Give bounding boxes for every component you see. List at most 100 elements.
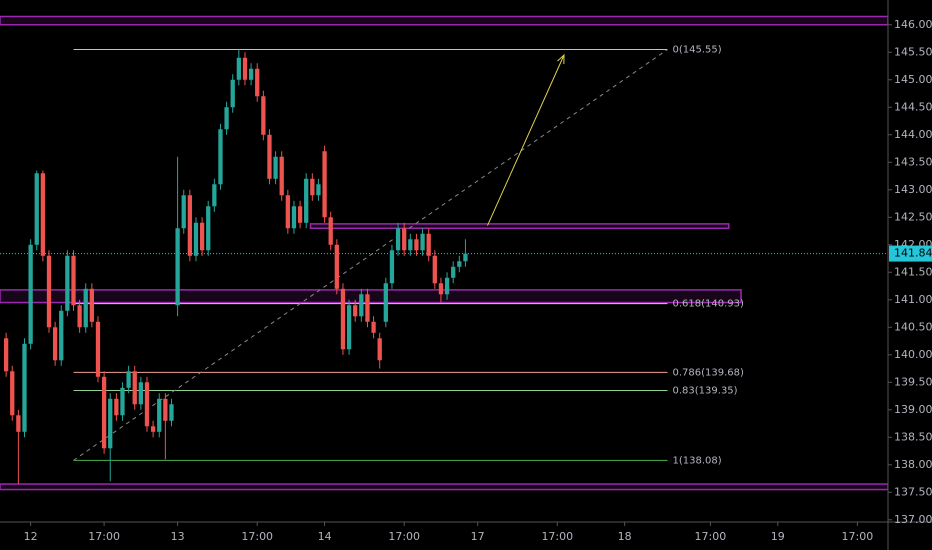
candle-body bbox=[212, 184, 217, 207]
candle-body bbox=[206, 206, 211, 251]
y-tick-label: 138.50 bbox=[894, 430, 932, 443]
x-tick-label: 18 bbox=[618, 530, 632, 543]
candle-body bbox=[77, 305, 82, 328]
fib-label: 0.786(139.68) bbox=[673, 367, 745, 378]
candle-body bbox=[371, 321, 376, 333]
y-tick-label: 146.00 bbox=[894, 18, 932, 31]
candle-body bbox=[267, 134, 272, 179]
fib-label: 0.83(139.35) bbox=[673, 386, 738, 397]
y-tick-label: 145.00 bbox=[894, 73, 932, 86]
y-tick-label: 142.50 bbox=[894, 210, 932, 223]
last-price-box bbox=[889, 245, 932, 262]
candle-body bbox=[138, 382, 143, 405]
candle-body bbox=[383, 283, 388, 322]
trend-line bbox=[73, 49, 668, 461]
candle-body bbox=[114, 398, 119, 416]
x-tick-label: 17:00 bbox=[541, 530, 573, 543]
candle-body bbox=[242, 57, 248, 80]
candle-body bbox=[187, 195, 192, 256]
y-tick-label: 137.00 bbox=[894, 513, 932, 526]
y-tick-label: 144.00 bbox=[894, 128, 932, 141]
candle-body bbox=[444, 277, 450, 295]
candle-body bbox=[40, 173, 46, 256]
candle-body bbox=[224, 107, 229, 130]
candle-body bbox=[328, 217, 333, 245]
candle-body bbox=[71, 255, 76, 306]
candle-body bbox=[175, 228, 180, 306]
candle-body bbox=[261, 96, 266, 135]
candle-body bbox=[346, 305, 352, 350]
candle-body bbox=[285, 195, 290, 229]
candle-body bbox=[340, 288, 346, 350]
candle-body bbox=[59, 310, 64, 361]
candle-body bbox=[218, 129, 223, 185]
y-tick-label: 138.00 bbox=[894, 458, 932, 471]
x-tick-label: 19 bbox=[771, 530, 785, 543]
candle-body bbox=[389, 250, 395, 284]
candle-body bbox=[255, 68, 260, 97]
candle-body bbox=[414, 239, 419, 251]
candle-body bbox=[395, 228, 401, 251]
candle-body bbox=[101, 376, 107, 449]
candle-body bbox=[126, 371, 131, 388]
candle-body bbox=[157, 398, 162, 432]
y-tick-label: 140.50 bbox=[894, 320, 932, 333]
candle-body bbox=[3, 338, 9, 372]
y-tick-label: 143.50 bbox=[894, 155, 932, 168]
candle-body bbox=[199, 222, 205, 251]
x-tick-label: 17:00 bbox=[695, 530, 727, 543]
y-tick-label: 140.00 bbox=[894, 348, 932, 361]
candle-body bbox=[120, 387, 125, 416]
candle-body bbox=[65, 255, 70, 311]
candle-body bbox=[432, 255, 437, 284]
candle-body bbox=[108, 398, 113, 449]
candle-body bbox=[426, 233, 431, 256]
x-tick-label: 12 bbox=[24, 530, 38, 543]
candle-body bbox=[408, 239, 413, 251]
candle-body bbox=[420, 233, 425, 251]
candle-body bbox=[353, 305, 358, 317]
candle-body bbox=[402, 228, 407, 251]
x-tick-label: 14 bbox=[318, 530, 332, 543]
candle-body bbox=[377, 338, 382, 361]
candle-body bbox=[359, 294, 364, 317]
candle-body bbox=[150, 426, 156, 432]
candle-body bbox=[248, 68, 254, 80]
y-tick-label: 144.50 bbox=[894, 100, 932, 113]
last-price-label: 141.84 bbox=[894, 247, 932, 260]
y-tick-label: 145.50 bbox=[894, 45, 932, 58]
zone bbox=[0, 289, 742, 304]
candle-body bbox=[463, 253, 468, 262]
candle-body bbox=[46, 255, 52, 328]
candle-body bbox=[365, 294, 370, 322]
fib-label: 1(138.08) bbox=[673, 455, 722, 466]
candle-body bbox=[52, 327, 58, 361]
zone bbox=[309, 223, 730, 230]
candle-body bbox=[457, 261, 462, 267]
candle-body bbox=[132, 371, 137, 405]
arrow bbox=[487, 54, 565, 226]
candle-body bbox=[16, 415, 21, 432]
candle-body bbox=[322, 151, 327, 218]
zone bbox=[0, 483, 889, 491]
fib-label: 0(145.55) bbox=[673, 45, 722, 56]
candle-body bbox=[304, 178, 309, 223]
candle-body bbox=[230, 79, 235, 108]
x-tick-label: 17:00 bbox=[388, 530, 420, 543]
candle-body bbox=[297, 206, 303, 223]
x-tick-label: 13 bbox=[171, 530, 185, 543]
candle-body bbox=[236, 57, 241, 80]
arrow-head bbox=[557, 53, 565, 65]
y-tick-label: 137.50 bbox=[894, 485, 932, 498]
candle-body bbox=[95, 321, 101, 377]
candle-body bbox=[83, 288, 88, 328]
candle-body bbox=[34, 173, 39, 245]
y-tick-label: 139.50 bbox=[894, 375, 932, 388]
candle-body bbox=[438, 283, 444, 295]
y-tick-label: 141.50 bbox=[894, 265, 932, 278]
candle-body bbox=[10, 371, 15, 416]
candle-body bbox=[316, 184, 321, 196]
candle-body bbox=[291, 206, 297, 229]
axis-background bbox=[888, 0, 932, 550]
